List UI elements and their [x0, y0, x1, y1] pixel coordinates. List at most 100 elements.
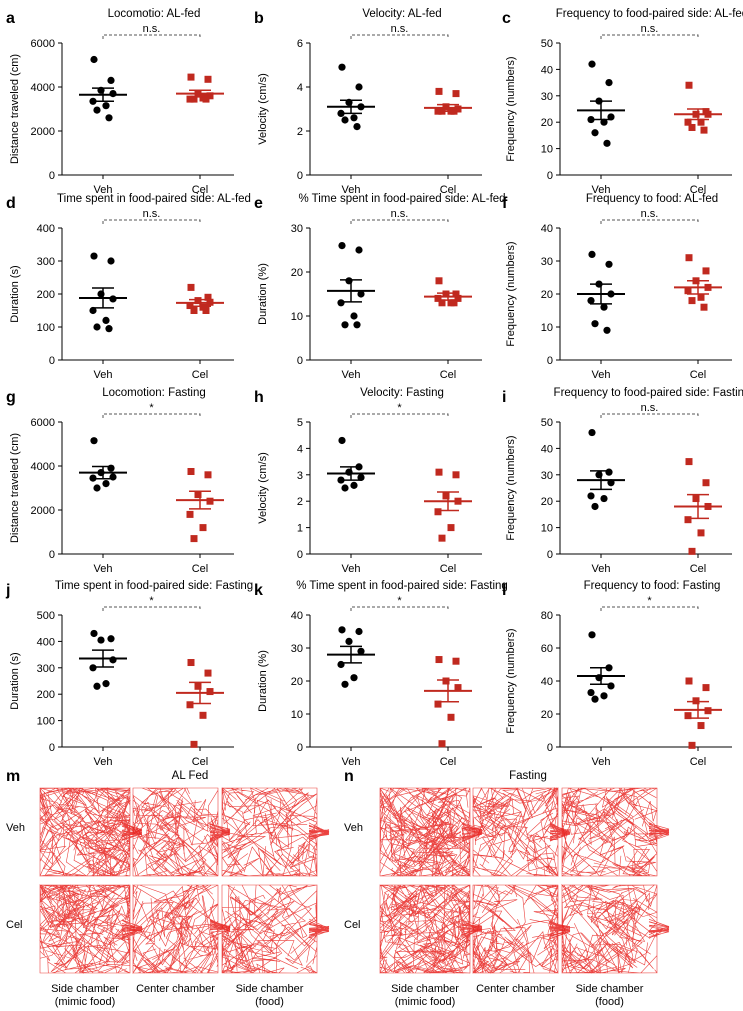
error-bar — [687, 493, 709, 520]
panel-letter: f — [502, 195, 508, 212]
y-tick-label: 30 — [291, 223, 303, 235]
data-point — [350, 674, 358, 682]
y-tick-label: 60 — [541, 643, 553, 655]
y-tick-label: 6000 — [31, 38, 55, 50]
y-tick-label: 30 — [541, 256, 553, 268]
data-point — [105, 325, 113, 333]
y-tick-label: 400 — [37, 223, 55, 235]
data-point — [692, 697, 700, 705]
y-tick-label: 10 — [291, 709, 303, 721]
trajectory — [131, 884, 231, 974]
data-point — [206, 688, 214, 696]
data-point — [454, 105, 462, 113]
y-tick-label: 0 — [547, 742, 553, 754]
data-point — [102, 680, 110, 688]
significance-label: * — [397, 402, 402, 414]
error-bar — [92, 465, 114, 480]
chamber-label: Side chamber — [51, 983, 119, 995]
data-point — [97, 636, 105, 644]
y-tick-label: 0 — [49, 170, 55, 182]
panel-letter: h — [254, 389, 264, 406]
panel-letter: i — [502, 389, 506, 406]
data-point — [454, 294, 462, 302]
error-bar — [437, 103, 459, 112]
data-point — [697, 722, 705, 730]
data-point — [199, 524, 207, 532]
data-point — [109, 656, 117, 664]
x-tick-label: Veh — [94, 369, 113, 381]
data-point — [600, 494, 608, 503]
y-tick-label: 30 — [291, 643, 303, 655]
data-point — [93, 484, 101, 492]
chamber-label: Center chamber — [136, 983, 215, 995]
significance-bracket — [350, 34, 449, 39]
data-point — [338, 242, 346, 250]
data-point — [350, 114, 358, 122]
panel-letter: n — [344, 768, 354, 785]
chart-title: Frequency to food: Fasting — [584, 580, 721, 592]
data-point — [355, 246, 363, 254]
y-tick-label: 6000 — [31, 417, 55, 429]
data-point — [454, 684, 462, 692]
data-point — [452, 290, 460, 298]
y-axis-label: Velocity (cm/s) — [257, 73, 269, 145]
y-tick-label: 20 — [541, 117, 553, 129]
significance-label: n.s. — [641, 402, 659, 414]
significance-label: n.s. — [391, 23, 409, 35]
significance-bracket — [600, 34, 699, 39]
y-tick-label: 2 — [297, 496, 303, 508]
significance-bracket — [600, 606, 699, 611]
panel-letter: k — [254, 582, 263, 599]
data-point — [588, 60, 596, 68]
x-tick-label: Veh — [592, 369, 611, 381]
data-point — [435, 468, 443, 476]
data-point — [206, 497, 214, 505]
x-tick-label: Cel — [690, 184, 707, 196]
y-axis-label: Duration (s) — [9, 652, 21, 709]
significance-label: * — [647, 595, 652, 607]
y-tick-label: 40 — [541, 64, 553, 76]
data-point — [89, 664, 97, 672]
significance-bracket — [350, 413, 449, 418]
data-point — [345, 637, 353, 646]
chart-title: Time spent in food-paired side: Fasting — [55, 580, 253, 592]
data-point — [190, 307, 198, 314]
panel-title: AL Fed — [172, 770, 209, 782]
row-label: Veh — [6, 822, 25, 834]
y-axis-label: Distance traveled (cm) — [9, 433, 21, 543]
x-tick-label: Veh — [592, 184, 611, 196]
data-point — [684, 118, 692, 126]
data-point — [353, 321, 361, 329]
x-tick-label: Cel — [690, 369, 707, 381]
x-tick-label: Veh — [342, 369, 361, 381]
chart-title: Locomotion: Fasting — [102, 387, 206, 399]
data-point — [447, 713, 455, 721]
data-point — [684, 287, 692, 295]
significance-label: n.s. — [143, 208, 161, 220]
data-point — [357, 473, 365, 482]
data-point — [102, 102, 110, 110]
y-axis-label: Velocity (cm/s) — [257, 452, 269, 524]
y-tick-label: 30 — [541, 91, 553, 103]
data-point — [450, 299, 458, 307]
data-point — [355, 627, 363, 636]
y-tick-label: 1 — [297, 523, 303, 535]
data-point — [452, 657, 460, 665]
data-point — [90, 252, 98, 260]
data-point — [202, 307, 210, 314]
y-tick-label: 5 — [297, 417, 303, 429]
y-tick-label: 500 — [37, 610, 55, 622]
data-point — [588, 631, 596, 639]
y-axis-label: Duration (%) — [257, 263, 269, 325]
chart-title: Frequency to food: AL-fed — [586, 193, 718, 205]
y-tick-label: 2000 — [31, 505, 55, 517]
trajectory — [561, 884, 670, 974]
chamber-label: Side chamber — [576, 983, 644, 995]
data-point — [93, 106, 101, 114]
x-tick-label: Veh — [342, 563, 361, 575]
y-tick-label: 100 — [37, 322, 55, 334]
x-tick-label: Cel — [440, 563, 457, 575]
significance-label: * — [397, 595, 402, 607]
x-tick-label: Veh — [342, 756, 361, 768]
panel-letter: e — [254, 195, 263, 212]
